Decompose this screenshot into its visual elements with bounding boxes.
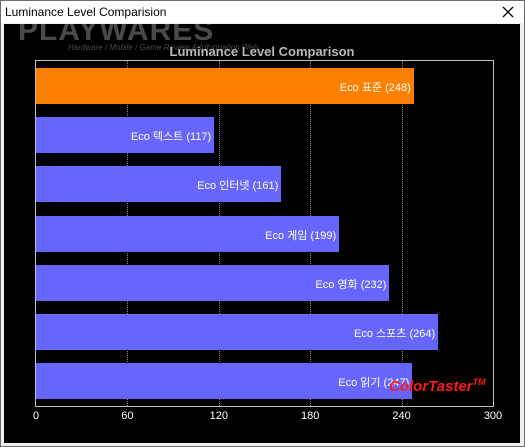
brand-trademark: TM	[472, 377, 486, 387]
playwares-watermark-subtitle: Hardware / Mobile / Game Review & Inform…	[68, 43, 259, 52]
bar-label: Eco 텍스트 (117)	[130, 130, 212, 143]
playwares-watermark-logo: PLAYWARES	[18, 24, 215, 47]
title-bar: Luminance Level Comparision	[1, 1, 524, 23]
bar: Eco 스포츠 (264)	[36, 314, 439, 351]
bar: Eco 게임 (199)	[36, 215, 340, 252]
x-tick-label: 120	[209, 410, 228, 422]
x-tick-label: 240	[392, 410, 411, 422]
brand-name: ColorTaster	[389, 378, 473, 395]
window-title: Luminance Level Comparision	[5, 5, 167, 19]
bar: Eco 읽기 (247)	[36, 363, 413, 400]
bar: Eco 텍스트 (117)	[36, 116, 215, 153]
close-icon[interactable]	[500, 4, 516, 20]
bar-label: Eco 표준 (248)	[339, 81, 411, 94]
bar-label: Eco 게임 (199)	[265, 229, 337, 242]
bar-label: Eco 스포츠 (264)	[354, 328, 436, 341]
chart-canvas: PLAYWARES Hardware / Mobile / Game Revie…	[4, 24, 520, 443]
bar: Eco 영화 (232)	[36, 264, 390, 301]
bar: Eco 인터넷 (161)	[36, 166, 282, 203]
bar-label: Eco 인터넷 (161)	[197, 180, 279, 193]
bar-label: Eco 읽기 (247)	[338, 377, 410, 390]
bar: Eco 표준 (248)	[36, 67, 414, 104]
plot-area: Eco 표준 (248) Eco 텍스트 (117) Eco 인터넷 (161) Ec…	[35, 60, 494, 407]
gridline	[401, 61, 403, 406]
colortaster-brand: ColorTasterTM	[389, 377, 486, 395]
x-tick-label: 180	[301, 410, 320, 422]
chart-title: Luminance Level Comparison	[169, 44, 355, 59]
bar-label: Eco 영화 (232)	[315, 278, 387, 291]
x-tick-label: 0	[32, 410, 40, 422]
x-tick-label: 300	[483, 410, 503, 422]
x-tick-label: 60	[121, 410, 134, 422]
